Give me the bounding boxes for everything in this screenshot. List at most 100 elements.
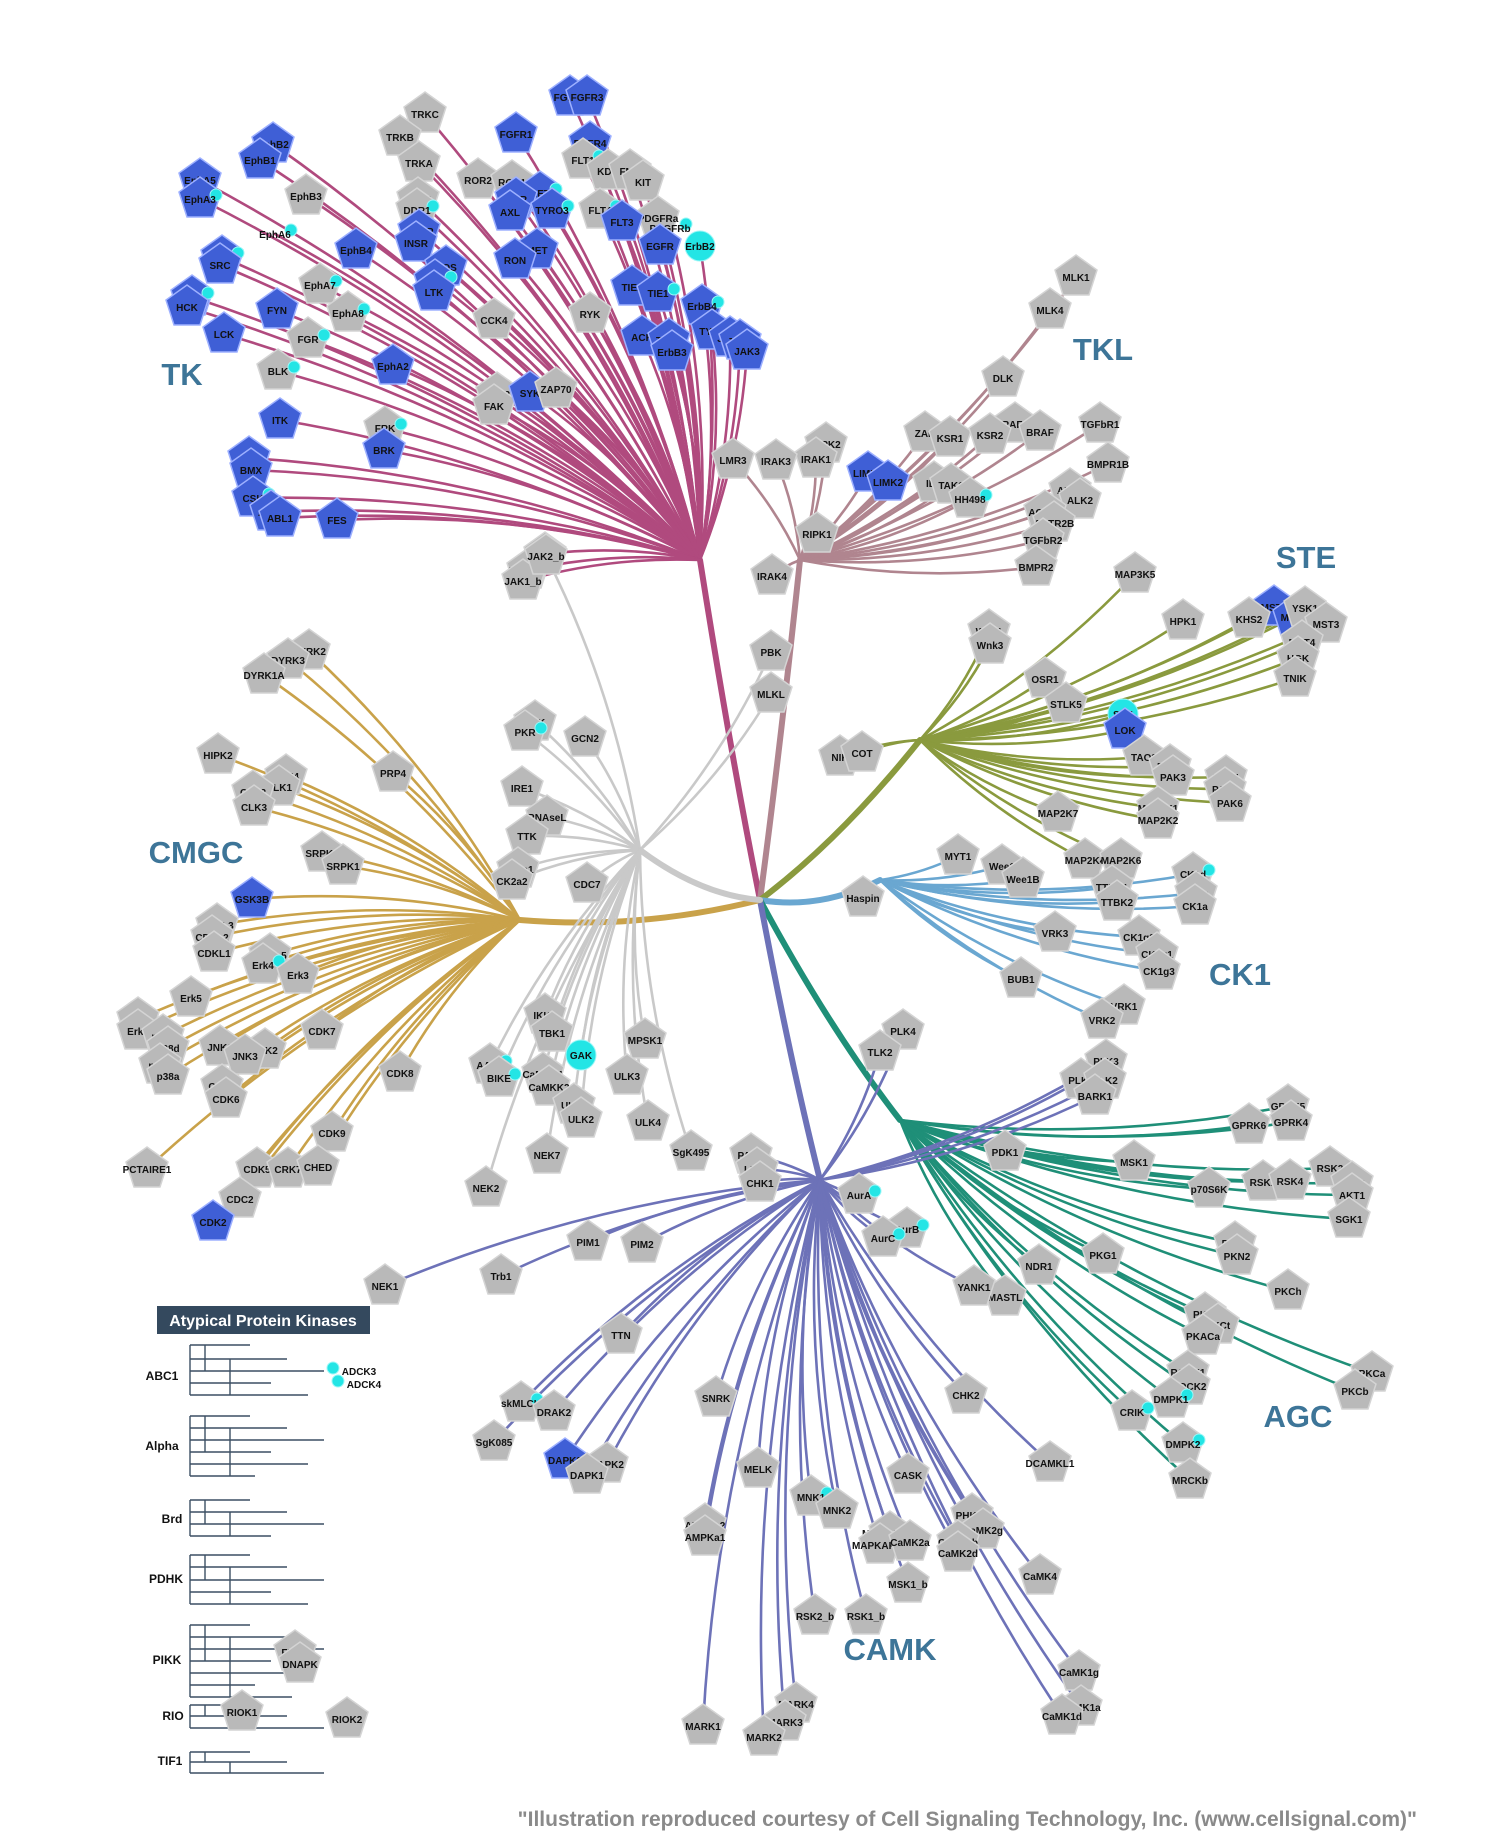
kinase-mark2[interactable]: MARK2 bbox=[742, 1714, 786, 1756]
kinase-map3k5[interactable]: MAP3K5 bbox=[1113, 551, 1157, 593]
kinase-pctaire1[interactable]: PCTAIRE1 bbox=[123, 1146, 172, 1188]
kinase-ephb3[interactable]: EphB3 bbox=[284, 173, 328, 215]
kinase-lmr3[interactable]: LMR3 bbox=[711, 437, 755, 479]
kinase-plk4[interactable]: PLK4 bbox=[881, 1008, 925, 1050]
kinase-crik[interactable]: CRIK bbox=[1110, 1389, 1155, 1431]
kinase-ck1g3[interactable]: CK1g3 bbox=[1137, 948, 1181, 990]
kinase-camk4[interactable]: CaMK4 bbox=[1018, 1553, 1062, 1595]
kinase-bike[interactable]: BIKE bbox=[477, 1055, 522, 1097]
kinase-ulk2[interactable]: ULK2 bbox=[559, 1096, 603, 1138]
kinase-ampka1[interactable]: AMPKa1 bbox=[683, 1514, 727, 1556]
kinase-plk1[interactable]: PLK1 bbox=[1059, 1057, 1103, 1099]
kinase-wnk3[interactable]: Wnk3 bbox=[968, 622, 1012, 664]
kinase-dapk1[interactable]: DAPK1 bbox=[565, 1452, 609, 1494]
atypical-kinase-riok1[interactable]: RIOK1 bbox=[220, 1689, 264, 1731]
kinase-cdk6[interactable]: CDK6 bbox=[204, 1076, 248, 1118]
kinase-gak[interactable]: GAK bbox=[565, 1039, 597, 1071]
kinase-bmpr2[interactable]: BMPR2 bbox=[1014, 544, 1058, 586]
kinase-erk2[interactable]: Erk2 bbox=[116, 1008, 160, 1050]
kinase-cdk7[interactable]: CDK7 bbox=[300, 1008, 344, 1050]
kinase-tnik[interactable]: TNIK bbox=[1273, 655, 1317, 697]
kinase-ryk[interactable]: RYK bbox=[568, 291, 612, 333]
kinase-irak3[interactable]: IRAK3 bbox=[754, 438, 798, 480]
kinase-cot[interactable]: COT bbox=[840, 730, 884, 772]
kinase-jak3[interactable]: JAK3 bbox=[725, 328, 769, 370]
kinase-tgfbr2[interactable]: TGFbR2 bbox=[1021, 517, 1065, 559]
kinase-ror2[interactable]: ROR2 bbox=[456, 157, 500, 199]
kinase-pkn2[interactable]: PKN2 bbox=[1215, 1233, 1259, 1275]
kinase-vrk3[interactable]: VRK3 bbox=[1033, 910, 1077, 952]
kinase-map2k2[interactable]: MAP2K2 bbox=[1136, 797, 1180, 839]
kinase-kdr[interactable]: KDR bbox=[586, 148, 630, 190]
kinase-abl1[interactable]: ABL1 bbox=[258, 495, 302, 537]
kinase-brk[interactable]: BRK bbox=[362, 427, 406, 469]
kinase-osr1[interactable]: OSR1 bbox=[1023, 656, 1067, 698]
kinase-kit[interactable]: KIT bbox=[621, 159, 665, 201]
kinase-fgfr1[interactable]: FGFR1 bbox=[494, 111, 538, 153]
kinase-epha2[interactable]: EphA2 bbox=[371, 343, 415, 385]
kinase-mark4[interactable]: MARK4 bbox=[774, 1681, 818, 1723]
kinase-gcn2[interactable]: GCN2 bbox=[563, 715, 607, 757]
kinase-map2k7[interactable]: MAP2K7 bbox=[1036, 790, 1080, 832]
kinase-camkk2[interactable]: CaMKK2 bbox=[527, 1064, 571, 1106]
kinase-prp4[interactable]: PRP4 bbox=[371, 750, 415, 792]
kinase-ulk4[interactable]: ULK4 bbox=[626, 1099, 670, 1141]
kinase-rnasel[interactable]: RNAseL bbox=[525, 794, 569, 836]
kinase-irak1[interactable]: IRAK1 bbox=[794, 436, 838, 478]
kinase-nek1[interactable]: NEK1 bbox=[363, 1263, 407, 1305]
kinase-braf[interactable]: BRAF bbox=[1018, 409, 1062, 451]
kinase-jak2-b[interactable]: JAK2_b bbox=[524, 533, 568, 575]
kinase-wee1[interactable]: Wee1 bbox=[980, 843, 1024, 885]
kinase-erbb2[interactable]: ErbB2 bbox=[684, 230, 716, 262]
kinase-tbk1[interactable]: TBK1 bbox=[530, 1010, 574, 1052]
kinase-mpsk1[interactable]: MPSK1 bbox=[623, 1017, 667, 1059]
kinase-melk[interactable]: MELK bbox=[736, 1446, 780, 1488]
kinase-actr2b[interactable]: ACTR2B bbox=[1032, 500, 1076, 542]
kinase-jnk3[interactable]: JNK3 bbox=[223, 1033, 267, 1075]
kinase-vrk2[interactable]: VRK2 bbox=[1080, 997, 1124, 1039]
kinase-limk2[interactable]: LIMK2 bbox=[866, 459, 910, 501]
kinase-ron[interactable]: RON bbox=[493, 237, 537, 279]
kinase-mst3[interactable]: MST3 bbox=[1304, 601, 1348, 643]
kinase-irak4[interactable]: IRAK4 bbox=[750, 553, 794, 595]
kinase-ndr1[interactable]: NDR1 bbox=[1017, 1243, 1061, 1285]
kinase-mark1[interactable]: MARK1 bbox=[681, 1703, 725, 1745]
kinase-ephb1[interactable]: EphB1 bbox=[238, 137, 282, 179]
kinase-ltk[interactable]: LTK bbox=[412, 269, 456, 311]
kinase-hpk1[interactable]: HPK1 bbox=[1161, 598, 1205, 640]
kinase-cask[interactable]: CASK bbox=[886, 1452, 930, 1494]
kinase-ulk3[interactable]: ULK3 bbox=[605, 1053, 649, 1095]
kinase-tgfbr1[interactable]: TGFbR1 bbox=[1078, 401, 1122, 443]
kinase-dapk3[interactable]: DAPK3 bbox=[543, 1437, 587, 1479]
kinase-ephb4[interactable]: EphB4 bbox=[334, 227, 378, 269]
kinase-pim1[interactable]: PIM1 bbox=[566, 1219, 610, 1261]
kinase-aurc[interactable]: AurC bbox=[861, 1215, 906, 1257]
kinase-vrk1[interactable]: VRK1 bbox=[1102, 983, 1146, 1025]
kinase-ephb2[interactable]: EphB2 bbox=[251, 121, 295, 163]
kinase-tao3[interactable]: TAO3 bbox=[1122, 734, 1166, 776]
kinase-bark1[interactable]: BARK1 bbox=[1073, 1073, 1117, 1115]
kinase-rsk1-b[interactable]: RSK1_b bbox=[844, 1593, 888, 1635]
kinase-myt1[interactable]: MYT1 bbox=[936, 833, 980, 875]
kinase-hh498[interactable]: HH498 bbox=[948, 476, 993, 518]
kinase-sgk495[interactable]: SgK495 bbox=[669, 1129, 713, 1171]
kinase-cdk5[interactable]: CDK5 bbox=[235, 1146, 279, 1188]
kinase-ire1[interactable]: IRE1 bbox=[500, 765, 544, 807]
kinase-pkg1[interactable]: PKG1 bbox=[1081, 1232, 1125, 1274]
kinase-clk1[interactable]: CLK1 bbox=[257, 764, 301, 806]
kinase-fes[interactable]: FES bbox=[315, 497, 359, 539]
kinase-yank1[interactable]: YANK1 bbox=[952, 1264, 996, 1306]
kinase-pkaca[interactable]: PKACa bbox=[1181, 1313, 1225, 1355]
kinase-epha7[interactable]: EphA7 bbox=[298, 262, 343, 304]
kinase-akt1[interactable]: AKT1 bbox=[1330, 1172, 1374, 1214]
kinase-mnk2[interactable]: MNK2 bbox=[815, 1487, 859, 1529]
kinase-jnk1[interactable]: JNK1 bbox=[198, 1024, 242, 1066]
kinase-pdk1[interactable]: PDK1 bbox=[983, 1129, 1027, 1171]
kinase-trkb[interactable]: TRKB bbox=[378, 114, 422, 156]
atypical-kinase-dnapk[interactable]: DNAPK bbox=[278, 1641, 322, 1683]
kinase-sgk1[interactable]: SGK1 bbox=[1327, 1196, 1371, 1238]
kinase-bmpr1b[interactable]: BMPR1B bbox=[1086, 441, 1130, 483]
kinase-pbk[interactable]: PBK bbox=[749, 629, 793, 671]
kinase-ripk1[interactable]: RIPK1 bbox=[795, 511, 839, 553]
kinase-nik[interactable]: NIK bbox=[818, 734, 862, 776]
